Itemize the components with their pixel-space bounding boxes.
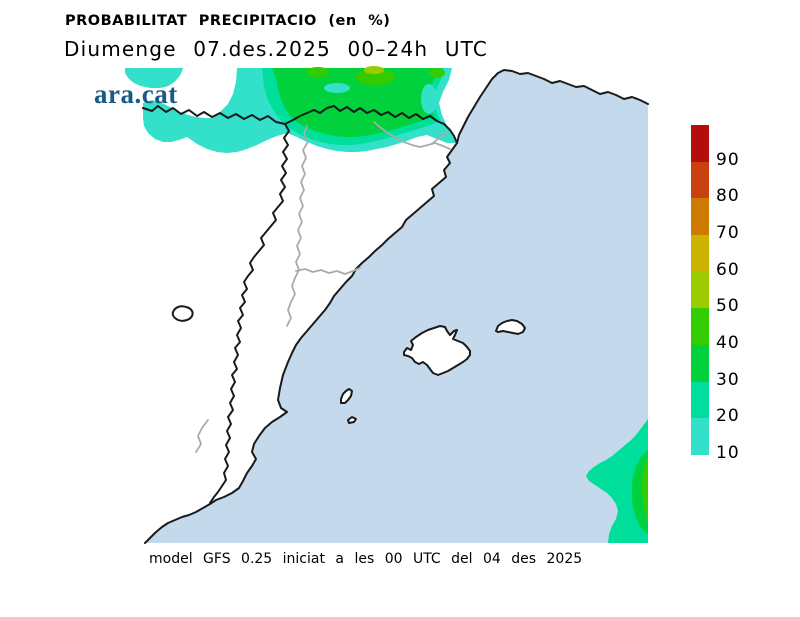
precip-patch-northwest xyxy=(125,68,183,89)
page-title: PROBABILITAT PRECIPITACIO (en %) xyxy=(65,13,391,29)
colorbar-label: 90 xyxy=(716,149,740,170)
precip-spot-40pct xyxy=(355,69,395,85)
precip-blob-southeast-40pct xyxy=(642,457,648,520)
province-border-northeast-branch xyxy=(432,131,448,144)
colorbar-label: 60 xyxy=(716,259,740,280)
colorbar-label: 20 xyxy=(716,406,740,427)
colorbar-segment-80-90 xyxy=(691,161,709,199)
colorbar-label: 40 xyxy=(716,333,740,353)
colorbar-segment-70-80 xyxy=(691,198,709,236)
pyrenees-border xyxy=(142,105,458,144)
colorbar-label: 10 xyxy=(716,443,740,463)
colorbar-segment-40-50 xyxy=(691,308,709,346)
colorbar-segment-20-30 xyxy=(691,381,709,419)
enclave-outline xyxy=(171,305,194,322)
province-border-south xyxy=(295,267,361,275)
province-border-northeast xyxy=(373,121,451,150)
colorbar-label: 50 xyxy=(716,296,740,317)
colorbar-segment-60-70 xyxy=(691,235,709,272)
island-mallorca xyxy=(403,325,471,376)
brand-logo: ara.cat xyxy=(94,79,178,109)
precip-band-north-30pct xyxy=(272,68,438,137)
precip-hole-low xyxy=(421,84,437,114)
province-border-west xyxy=(286,125,309,327)
sea-area xyxy=(145,70,648,543)
precip-spot-50pct xyxy=(364,66,384,74)
island-formentera xyxy=(347,416,357,424)
colorbar-segment-30-40 xyxy=(691,345,709,382)
colorbar-segment-90-100 xyxy=(691,125,709,162)
western-border xyxy=(209,123,290,504)
coastline xyxy=(144,69,649,544)
province-border-southwest xyxy=(195,419,209,453)
colorbar-label: 80 xyxy=(716,186,740,207)
precip-spot-40pct xyxy=(306,67,330,77)
footer-caption: model GFS 0.25 iniciat a les 00 UTC del … xyxy=(149,551,583,567)
island-ibiza xyxy=(340,388,353,404)
colorbar xyxy=(691,125,709,456)
page-subtitle: Diumenge 07.des.2025 00–24h UTC xyxy=(64,37,489,61)
precip-hole-low xyxy=(324,83,350,93)
colorbar-label: 70 xyxy=(716,223,740,243)
colorbar-segment-50-60 xyxy=(691,271,709,309)
colorbar-segment-10-20 xyxy=(691,418,709,456)
precip-blob-southeast-20pct xyxy=(586,419,648,543)
colorbar-label: 30 xyxy=(716,369,740,390)
island-menorca xyxy=(495,319,526,335)
precip-spot-40pct xyxy=(429,68,445,78)
